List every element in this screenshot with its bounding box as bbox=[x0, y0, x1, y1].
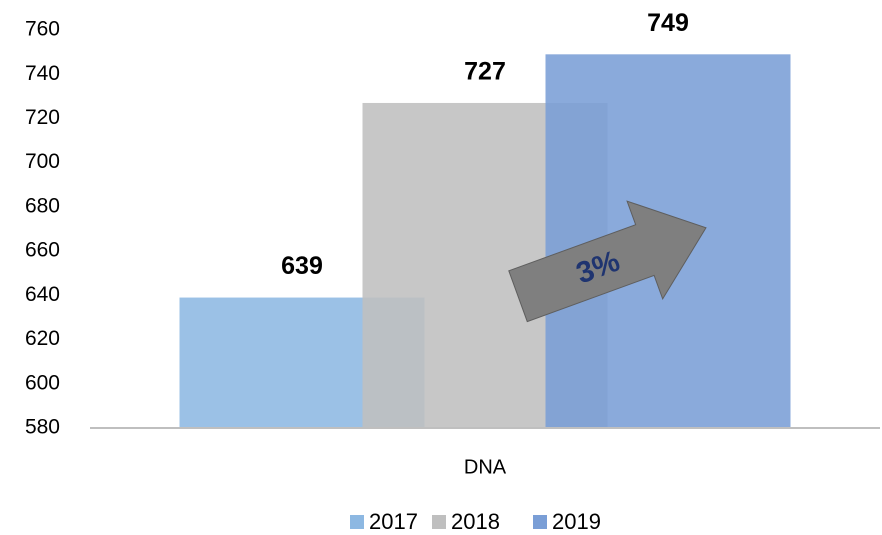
y-tick-label: 760 bbox=[25, 18, 60, 41]
legend-swatch bbox=[432, 515, 446, 529]
y-tick-label: 600 bbox=[25, 371, 60, 394]
legend-label: 2017 bbox=[369, 509, 418, 534]
y-tick-label: 620 bbox=[25, 327, 60, 350]
arrow-shape bbox=[508, 200, 707, 323]
data-label: 749 bbox=[647, 9, 689, 37]
plot-area bbox=[179, 54, 791, 428]
y-tick-label: 700 bbox=[25, 150, 60, 173]
y-tick-label: 580 bbox=[25, 416, 60, 439]
legend-swatch bbox=[533, 515, 547, 529]
y-tick-label: 720 bbox=[25, 106, 60, 129]
y-tick-label: 740 bbox=[25, 62, 60, 85]
legend-label: 2019 bbox=[552, 509, 601, 534]
data-label: 639 bbox=[281, 252, 323, 280]
y-tick-label: 680 bbox=[25, 194, 60, 217]
legend-label: 2018 bbox=[451, 509, 500, 534]
x-tick-label: DNA bbox=[464, 456, 507, 478]
legend-swatch bbox=[350, 515, 364, 529]
data-label: 727 bbox=[464, 58, 506, 86]
growth-arrow: 3% bbox=[508, 200, 707, 323]
y-tick-label: 640 bbox=[25, 283, 60, 306]
y-tick-label: 660 bbox=[25, 239, 60, 262]
